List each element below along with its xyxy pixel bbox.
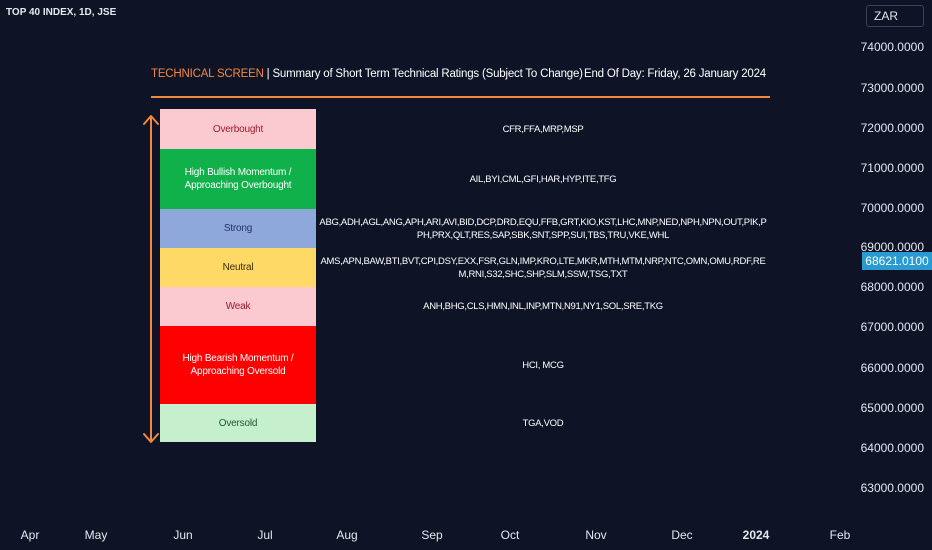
time-tick: Feb	[829, 528, 851, 542]
price-tick: 67000.0000	[860, 320, 924, 334]
rating-oversold: Oversold	[160, 404, 316, 442]
price-tick: 73000.0000	[860, 81, 924, 95]
stocks-weak: ANH,BHG,CLS,HMN,INL,INP,MTN,N91,NY1,SOL,…	[423, 301, 663, 312]
stocks-oversold: TGA,VOD	[522, 417, 564, 429]
time-tick: Oct	[500, 528, 520, 542]
screen-title: TECHNICAL SCREEN | Summary of Short Term…	[151, 68, 583, 80]
rating-overbought: Overbought	[160, 109, 316, 149]
price-tick: 71000.0000	[860, 161, 924, 175]
time-tick: Sep	[421, 528, 443, 542]
price-tick: 69000.0000	[860, 240, 924, 254]
currency-selector[interactable]: ZAR	[866, 5, 924, 27]
time-tick: Aug	[336, 528, 358, 542]
time-tick: Nov	[585, 528, 607, 542]
time-tick: Jul	[257, 528, 273, 542]
price-tick: 72000.0000	[860, 121, 924, 135]
stocks-overbought: CFR,FFA,MRP,MSP	[502, 123, 584, 135]
screen-title-rest: | Summary of Short Term Technical Rating…	[263, 68, 583, 80]
stocks-high-bullish-momentum: AIL,BYI,CML,GFI,HAR,HYP,ITE,TFG	[469, 173, 617, 185]
price-tick: 65000.0000	[860, 401, 924, 415]
price-tick: 68000.0000	[860, 280, 924, 294]
screen-title-accent: TECHNICAL SCREEN	[151, 68, 264, 80]
price-tick: 64000.0000	[860, 441, 924, 455]
double-arrow-icon	[143, 115, 159, 443]
end-of-day-date: End Of Day: Friday, 26 January 2024	[584, 68, 766, 80]
header-divider	[151, 96, 770, 98]
time-tick: Dec	[671, 528, 693, 542]
stocks-strong: ABG,ADH,AGL,ANG,APH,ARI,AVI,BID,DCP,DRD,…	[319, 216, 767, 241]
rating-high-bearish-momentum: High Bearish Momentum / Approaching Over…	[160, 326, 316, 404]
time-tick: May	[84, 528, 108, 542]
rating-weak: Weak	[160, 287, 316, 326]
current-price-label: 68621.0100	[862, 252, 932, 270]
price-axis[interactable]: 74000.0000 73000.0000 72000.0000 71000.0…	[856, 0, 932, 520]
time-tick: Jun	[173, 528, 193, 542]
stocks-high-bearish-momentum: HCI, MCG	[522, 359, 564, 371]
price-tick: 70000.0000	[860, 201, 924, 215]
rating-high-bullish-momentum: High Bullish Momentum / Approaching Over…	[160, 149, 316, 209]
stocks-neutral: AMS,APN,BAW,BTI,BVT,CPI,DSY,EXX,FSR,GLN,…	[320, 255, 766, 280]
price-tick: 66000.0000	[860, 361, 924, 375]
time-tick: Apr	[20, 528, 40, 542]
price-tick: 74000.0000	[860, 40, 924, 54]
chart-title: TOP 40 INDEX, 1D, JSE	[6, 7, 117, 18]
price-tick: 63000.0000	[860, 481, 924, 495]
time-tick: 2024	[742, 528, 770, 542]
time-axis[interactable]: Apr May Jun Jul Aug Sep Oct Nov Dec 2024…	[0, 520, 856, 550]
rating-neutral: Neutral	[160, 248, 316, 287]
rating-strong: Strong	[160, 209, 316, 248]
